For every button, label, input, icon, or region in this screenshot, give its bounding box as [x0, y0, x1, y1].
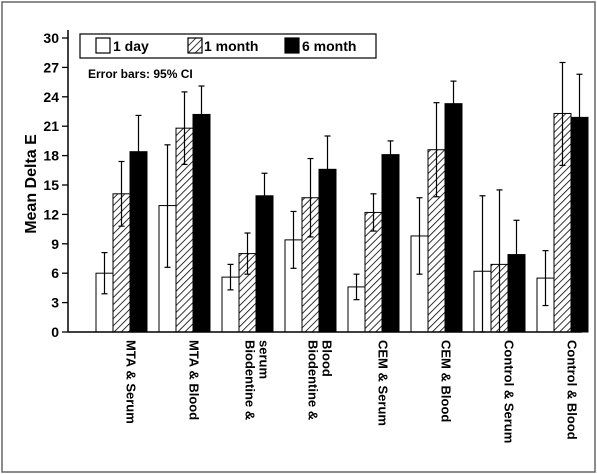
- x-category-label: Biodentine &Blood: [306, 340, 335, 420]
- x-category-label-group: Biodentine &serum: [243, 340, 272, 420]
- x-category-label: Biodentine &serum: [243, 340, 272, 420]
- x-category-label-group: MTA & Blood: [187, 340, 202, 420]
- x-category-label: CEM & Blood: [439, 340, 454, 422]
- legend: 1 day 1 month 6 month: [79, 33, 377, 59]
- x-category-label-group: CEM & Serum: [376, 340, 391, 426]
- y-tick-label: 12: [43, 206, 59, 222]
- error-bars: [101, 61, 583, 333]
- y-tick-label: 3: [51, 295, 59, 311]
- legend-swatch-1month: [187, 37, 203, 54]
- y-tick-label: 21: [43, 118, 59, 134]
- x-category-label-group: Control & Serum: [502, 340, 517, 443]
- y-tick-label: 24: [43, 89, 59, 105]
- error-bars-note: Error bars: 95% CI: [88, 67, 193, 81]
- y-tick-label: 6: [51, 265, 59, 281]
- y-tick-label: 27: [43, 59, 59, 75]
- y-tick-label: 9: [51, 236, 59, 252]
- x-category-label: MTA & Blood: [187, 340, 202, 420]
- bar-6-month-4: [381, 154, 400, 333]
- legend-box: [79, 33, 377, 59]
- category-labels: MTA & Serum MTA & Blood Biodentine &serum B…: [124, 340, 580, 443]
- y-tick-label: 18: [43, 148, 59, 164]
- legend-swatch-1day: [95, 37, 111, 54]
- x-category-label: Control & Serum: [502, 340, 517, 443]
- bar-6-month-1: [192, 113, 211, 333]
- bar-6-month-5: [444, 103, 463, 333]
- legend-label-1day: 1 day: [113, 38, 149, 54]
- legend-label-1month: 1 month: [204, 38, 258, 54]
- x-category-label-group: Control & Blood: [565, 340, 580, 440]
- y-tick-label: 15: [43, 177, 59, 193]
- x-category-label: Control & Blood: [565, 340, 580, 440]
- y-tick-label: 0: [51, 324, 59, 340]
- legend-label-6month: 6 month: [302, 38, 356, 54]
- x-category-label: CEM & Serum: [376, 340, 391, 426]
- x-category-label-group: MTA & Serum: [124, 340, 139, 424]
- x-category-label-group: CEM & Blood: [439, 340, 454, 422]
- y-tick-label: 30: [43, 30, 59, 46]
- y-axis-ticks: 0 3 6 9 12 15 18 21 24 27 30: [43, 30, 68, 340]
- y-axis-title: Mean Delta E: [23, 134, 40, 234]
- legend-swatch-6month: [284, 37, 300, 54]
- x-category-label-group: Biodentine &Blood: [306, 340, 335, 420]
- x-category-label: MTA & Serum: [124, 340, 139, 424]
- bar-series: [95, 103, 589, 333]
